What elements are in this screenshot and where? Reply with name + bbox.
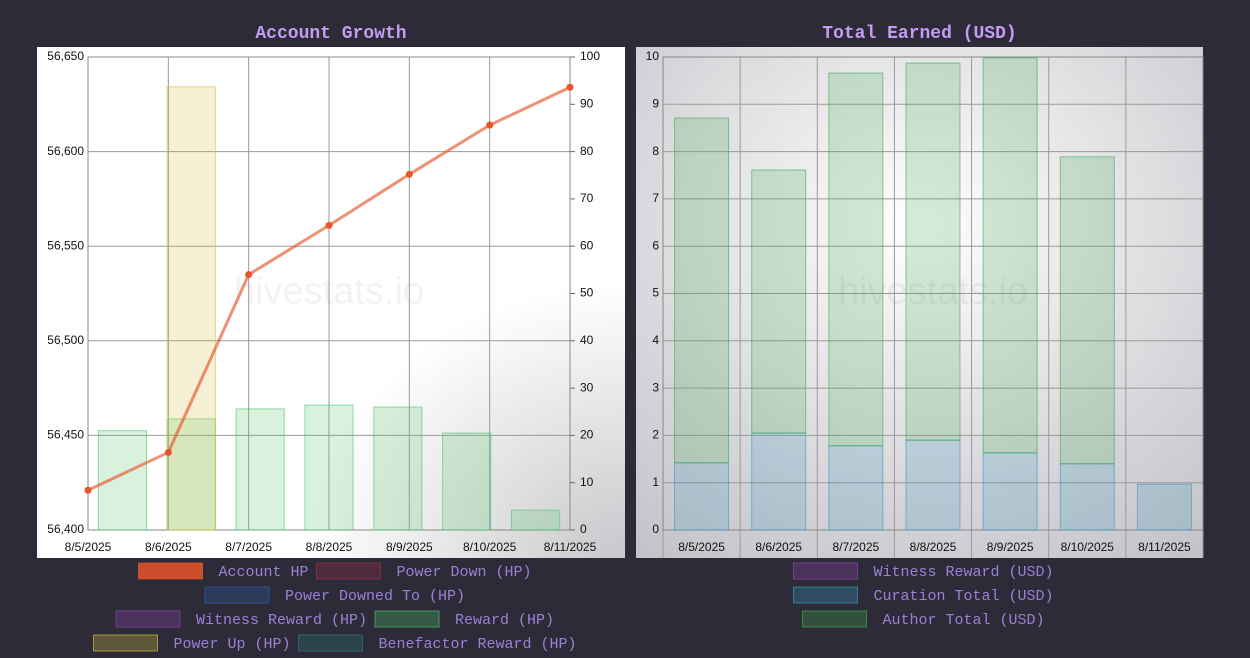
- bar: [905, 62, 961, 441]
- chart-panel: [636, 47, 1203, 558]
- y2-tick-label: 20: [580, 428, 594, 442]
- y-tick-label: 2: [652, 428, 659, 442]
- y-tick-label: 0: [652, 522, 659, 536]
- legend-label: Power Up (HP): [174, 636, 291, 653]
- y2-tick-label: 10: [580, 475, 594, 489]
- legend-swatch: [793, 586, 858, 604]
- legend-label: Reward (HP): [455, 612, 554, 629]
- y-tick-label: 10: [646, 49, 660, 63]
- y2-tick-label: 30: [580, 380, 594, 394]
- legend-swatch: [93, 634, 158, 652]
- point: [245, 271, 253, 279]
- y-tick-label: 1: [652, 475, 659, 489]
- bar: [674, 117, 730, 464]
- bar: [1059, 463, 1115, 531]
- y-tick-label: 56,500: [47, 333, 84, 347]
- chart: hivestats.io: [636, 47, 1204, 558]
- legend-label: Author Total (USD): [883, 612, 1045, 629]
- x-tick-label: 8/9/2025: [386, 540, 433, 554]
- legend-label: Benefactor Reward (HP): [379, 636, 577, 653]
- legend-swatch: [374, 610, 440, 628]
- bar: [235, 408, 285, 531]
- bar: [905, 439, 961, 531]
- x-tick-label: 8/11/2025: [1138, 540, 1191, 554]
- y-tick-label: 56,450: [47, 428, 84, 442]
- bar: [304, 404, 354, 531]
- y-tick-label: 4: [652, 333, 659, 347]
- bar: [166, 86, 216, 531]
- legend-swatch: [138, 562, 203, 580]
- y2-tick-label: 50: [580, 286, 594, 300]
- point: [405, 170, 413, 178]
- x-tick-label: 8/10/2025: [1061, 540, 1115, 554]
- y-tick-label: 6: [652, 238, 659, 252]
- y-tick-label: 7: [652, 191, 659, 205]
- y2-tick-label: 100: [580, 49, 600, 63]
- y2-tick-label: 40: [580, 333, 594, 347]
- x-tick-label: 8/6/2025: [755, 540, 802, 554]
- bar: [751, 432, 807, 531]
- bar: [828, 445, 884, 531]
- x-tick-label: 8/8/2025: [910, 540, 957, 554]
- legend-swatch: [204, 586, 270, 604]
- y-tick-label: 3: [652, 380, 659, 394]
- point: [164, 448, 172, 456]
- y2-tick-label: 0: [580, 522, 587, 536]
- y2-tick-label: 80: [580, 144, 594, 158]
- y2-tick-label: 90: [580, 96, 594, 110]
- x-tick-label: 8/10/2025: [463, 540, 517, 554]
- legend-swatch: [802, 610, 867, 628]
- point: [84, 486, 92, 494]
- legend-swatch: [115, 610, 181, 628]
- y-tick-label: 9: [652, 96, 659, 110]
- bar: [982, 452, 1038, 531]
- chart-title: Total Earned (USD): [822, 24, 1016, 44]
- bar: [97, 430, 148, 531]
- x-tick-label: 8/6/2025: [145, 540, 192, 554]
- legend-swatch: [298, 634, 363, 652]
- x-tick-label: 8/8/2025: [306, 540, 353, 554]
- y-tick-label: 5: [652, 286, 659, 300]
- legend-swatch: [793, 562, 858, 580]
- y-tick-label: 56,400: [47, 522, 84, 536]
- bar: [510, 509, 561, 531]
- x-tick-label: 8/5/2025: [678, 540, 725, 554]
- y2-tick-label: 70: [580, 191, 594, 205]
- point: [486, 121, 494, 129]
- bar: [442, 432, 492, 531]
- legend-label: Power Downed To (HP): [285, 588, 465, 605]
- y-tick-label: 56,600: [47, 144, 84, 158]
- legend-label: Witness Reward (USD): [874, 564, 1054, 581]
- bar: [1059, 156, 1115, 465]
- x-tick-label: 8/7/2025: [832, 540, 879, 554]
- legend-label: Curation Total (USD): [874, 588, 1054, 605]
- bar: [1136, 483, 1192, 531]
- chart-panel: [37, 47, 625, 558]
- x-tick-label: 8/11/2025: [544, 540, 597, 554]
- y2-tick-label: 60: [580, 238, 594, 252]
- legend-label: Witness Reward (HP): [196, 612, 367, 629]
- y-tick-label: 8: [652, 144, 659, 158]
- point: [566, 83, 574, 91]
- x-tick-label: 8/5/2025: [65, 540, 112, 554]
- bar: [982, 57, 1038, 454]
- bar: [751, 169, 807, 434]
- legend-label: Account HP: [219, 564, 309, 581]
- legend-label: Power Down (HP): [397, 564, 532, 581]
- y-tick-label: 56,550: [47, 238, 84, 252]
- chart-title: Account Growth: [255, 24, 406, 44]
- bar: [828, 72, 884, 447]
- watermark: hivestats.io: [838, 271, 1028, 313]
- legend-swatch: [316, 562, 381, 580]
- bar: [674, 462, 730, 531]
- x-tick-label: 8/7/2025: [225, 540, 272, 554]
- point: [325, 221, 333, 229]
- chart: hivestats.io: [37, 47, 625, 558]
- bar: [373, 406, 423, 531]
- x-tick-label: 8/9/2025: [987, 540, 1034, 554]
- y-tick-label: 56,650: [47, 49, 84, 63]
